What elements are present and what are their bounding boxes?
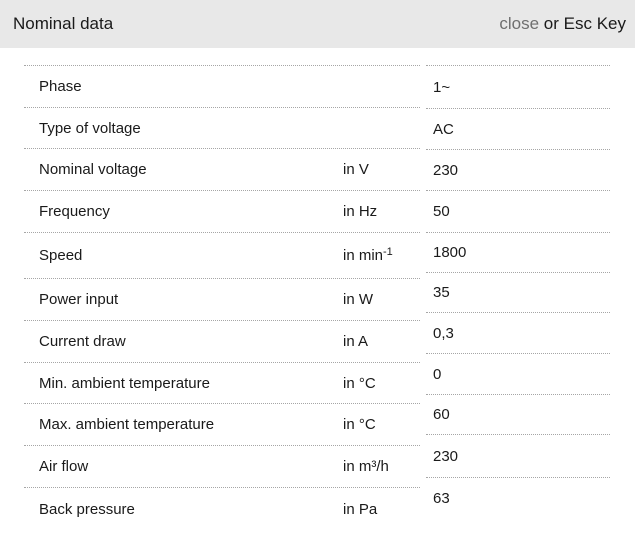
spec-row: Power input in W bbox=[24, 279, 420, 321]
spec-row: Speed in min-1 bbox=[24, 233, 420, 279]
spec-value: 1~ bbox=[433, 78, 451, 96]
labels-units-table: Phase Type of voltage Nominal voltage in V F… bbox=[24, 65, 420, 530]
spec-row-value: 35 bbox=[426, 273, 610, 313]
spec-unit-text: in V bbox=[343, 161, 369, 178]
spec-row-value: 230 bbox=[426, 435, 610, 478]
spec-unit-text: in Hz bbox=[343, 203, 378, 220]
spec-row: Max. ambient temperature in °C bbox=[24, 404, 420, 446]
spec-value: 35 bbox=[433, 284, 450, 301]
spec-label: Nominal voltage bbox=[39, 161, 147, 178]
spec-unit: in Hz bbox=[343, 203, 420, 220]
spec-unit: in min-1 bbox=[343, 246, 420, 265]
spec-value: 230 bbox=[433, 161, 459, 179]
spec-unit: in °C bbox=[343, 375, 420, 392]
spec-unit-text: in W bbox=[343, 291, 373, 308]
spec-label: Air flow bbox=[39, 458, 89, 475]
spec-unit: in A bbox=[343, 333, 420, 350]
spec-unit: in V bbox=[343, 161, 420, 178]
spec-row-value: 63 bbox=[426, 478, 610, 519]
spec-row: Back pressure in Pa bbox=[24, 488, 420, 530]
spec-row: Min. ambient temperature in °C bbox=[24, 363, 420, 404]
spec-unit-text: in min bbox=[343, 247, 384, 264]
spec-label: Frequency bbox=[39, 203, 110, 220]
spec-unit: in m³/h bbox=[343, 458, 420, 475]
close-button[interactable]: close bbox=[499, 14, 540, 33]
spec-unit-text: in A bbox=[343, 333, 369, 350]
spec-row: Current draw in A bbox=[24, 321, 420, 363]
spec-unit-text: in °C bbox=[343, 416, 376, 433]
spec-value: AC bbox=[433, 120, 454, 138]
spec-value: 0 bbox=[433, 365, 442, 383]
spec-row-value: 0,3 bbox=[426, 313, 610, 354]
spec-unit: in °C bbox=[343, 416, 420, 433]
spec-unit-text: in °C bbox=[343, 374, 376, 392]
spec-value: 0,3 bbox=[433, 324, 454, 342]
spec-label: Phase bbox=[39, 78, 82, 95]
spec-label: Current draw bbox=[39, 333, 126, 350]
spec-row: Air flow in m³/h bbox=[24, 446, 420, 488]
spec-row-value: 50 bbox=[426, 191, 610, 233]
spec-unit: in Pa bbox=[343, 501, 420, 518]
spec-label: Speed bbox=[39, 247, 83, 264]
modal-header: Nominal data close or Esc Key bbox=[0, 0, 635, 48]
spec-row: Frequency in Hz bbox=[24, 191, 420, 233]
spec-row-value: 60 bbox=[426, 395, 610, 435]
spec-row-value: 1800 bbox=[426, 233, 610, 273]
close-area: close or Esc Key bbox=[499, 14, 626, 34]
spec-value: 230 bbox=[433, 447, 459, 465]
spec-label: Max. ambient temperature bbox=[39, 416, 215, 433]
spec-row-value: AC bbox=[426, 109, 610, 150]
values-table: 1~ AC 230 50 1800 35 0,3 0 60 230 63 bbox=[426, 65, 610, 519]
spec-label: Back pressure bbox=[39, 500, 135, 518]
modal-title: Nominal data bbox=[13, 14, 114, 33]
spec-label: Type of voltage bbox=[39, 119, 141, 137]
spec-row-value: 0 bbox=[426, 354, 610, 395]
esc-key-hint: or Esc Key bbox=[539, 14, 626, 33]
spec-row-value: 1~ bbox=[426, 66, 610, 109]
spec-row: Nominal voltage in V bbox=[24, 149, 420, 191]
spec-value: 63 bbox=[433, 490, 450, 507]
spec-value: 50 bbox=[433, 203, 450, 220]
spec-row: Phase bbox=[24, 66, 420, 108]
spec-value: 1800 bbox=[433, 244, 467, 261]
spec-row-value: 230 bbox=[426, 150, 610, 191]
unit-superscript: -1 bbox=[383, 246, 393, 258]
spec-label: Min. ambient temperature bbox=[39, 374, 210, 392]
spec-unit: in W bbox=[343, 291, 420, 308]
spec-value: 60 bbox=[433, 406, 450, 423]
spec-unit-text: in m³/h bbox=[343, 458, 389, 475]
spec-row: Type of voltage bbox=[24, 108, 420, 149]
spec-unit-text: in Pa bbox=[343, 500, 378, 518]
spec-label: Power input bbox=[39, 291, 119, 308]
nominal-data-table: Phase Type of voltage Nominal voltage in V F… bbox=[24, 65, 610, 530]
